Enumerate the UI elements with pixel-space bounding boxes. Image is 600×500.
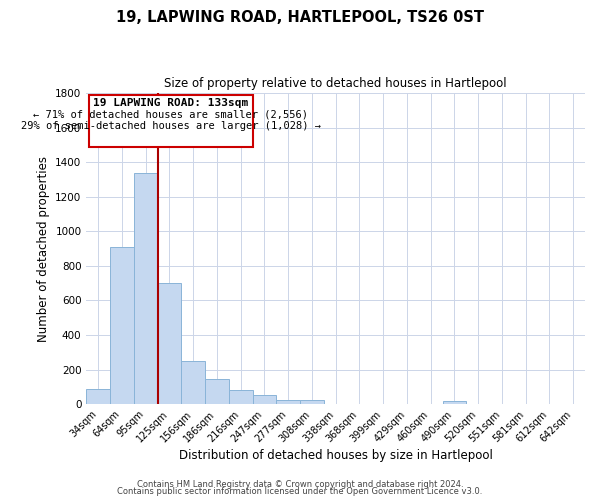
Text: ← 71% of detached houses are smaller (2,556): ← 71% of detached houses are smaller (2,… — [33, 110, 308, 120]
Bar — [300, 400, 324, 404]
Bar — [253, 395, 277, 404]
Bar — [110, 247, 134, 404]
FancyBboxPatch shape — [89, 95, 253, 146]
Bar — [277, 400, 300, 404]
Text: 19 LAPWING ROAD: 133sqm: 19 LAPWING ROAD: 133sqm — [93, 98, 248, 108]
Y-axis label: Number of detached properties: Number of detached properties — [37, 156, 50, 342]
Text: Contains public sector information licensed under the Open Government Licence v3: Contains public sector information licen… — [118, 488, 482, 496]
Text: 29% of semi-detached houses are larger (1,028) →: 29% of semi-detached houses are larger (… — [20, 121, 320, 131]
Bar — [229, 390, 253, 404]
X-axis label: Distribution of detached houses by size in Hartlepool: Distribution of detached houses by size … — [179, 450, 493, 462]
Title: Size of property relative to detached houses in Hartlepool: Size of property relative to detached ho… — [164, 78, 507, 90]
Bar — [443, 402, 466, 404]
Bar — [134, 172, 158, 404]
Bar — [181, 361, 205, 404]
Bar — [205, 380, 229, 404]
Bar — [158, 283, 181, 404]
Bar — [86, 389, 110, 404]
Text: 19, LAPWING ROAD, HARTLEPOOL, TS26 0ST: 19, LAPWING ROAD, HARTLEPOOL, TS26 0ST — [116, 10, 484, 25]
Text: Contains HM Land Registry data © Crown copyright and database right 2024.: Contains HM Land Registry data © Crown c… — [137, 480, 463, 489]
